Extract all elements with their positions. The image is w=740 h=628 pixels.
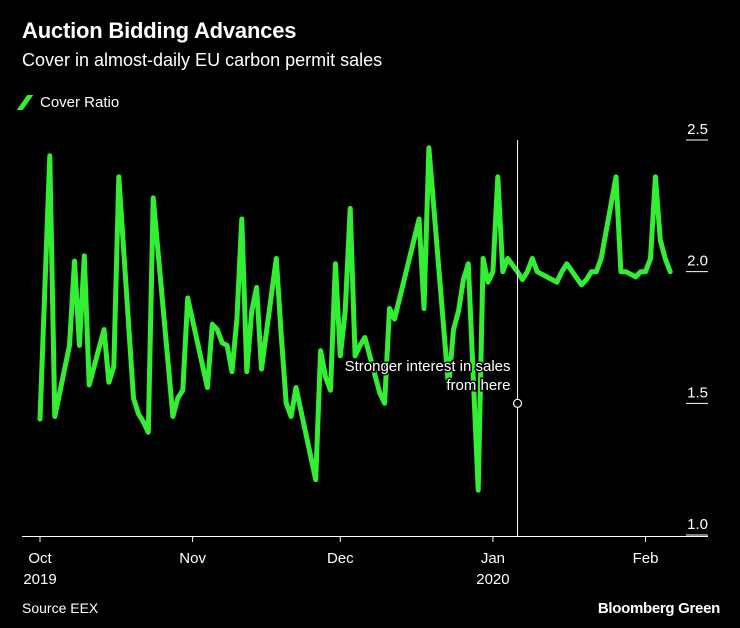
y-tick-label: 2.5 bbox=[687, 121, 708, 138]
series-group bbox=[37, 145, 673, 493]
x-tick-label: Dec bbox=[327, 550, 354, 567]
annotation-text-line1: Stronger interest in sales bbox=[345, 358, 511, 375]
annotation: Stronger interest in sales from here bbox=[343, 140, 523, 536]
chart-subtitle: Cover in almost-daily EU carbon permit s… bbox=[22, 50, 383, 70]
x-tick-label: Jan bbox=[481, 550, 505, 567]
y-tick-label: 1.0 bbox=[687, 516, 708, 533]
chart-title: Auction Bidding Advances bbox=[22, 18, 297, 43]
y-tick-label: 2.0 bbox=[687, 253, 708, 270]
x-tick-label: Nov bbox=[179, 550, 206, 567]
x-tick-label: Feb bbox=[633, 550, 659, 567]
y-tick-label: 1.5 bbox=[687, 384, 708, 401]
x-tick-sublabel: 2019 bbox=[23, 571, 56, 588]
series-line-cover-ratio bbox=[37, 145, 673, 493]
legend: Cover Ratio bbox=[16, 94, 120, 111]
brand-logo: Bloomberg Green bbox=[597, 600, 720, 617]
x-tick-label: Oct bbox=[28, 550, 52, 567]
annotation-marker bbox=[512, 398, 523, 408]
source-note: Source EEX bbox=[22, 600, 99, 616]
x-tick-sublabel: 2020 bbox=[476, 571, 509, 588]
axes: 1.0 1.5 2.0 2.5 Oct 2019 Nov Dec Jan 2020 Feb bbox=[22, 121, 708, 588]
annotation-text-line2: from here bbox=[446, 377, 510, 394]
legend-label: Cover Ratio bbox=[40, 94, 120, 111]
